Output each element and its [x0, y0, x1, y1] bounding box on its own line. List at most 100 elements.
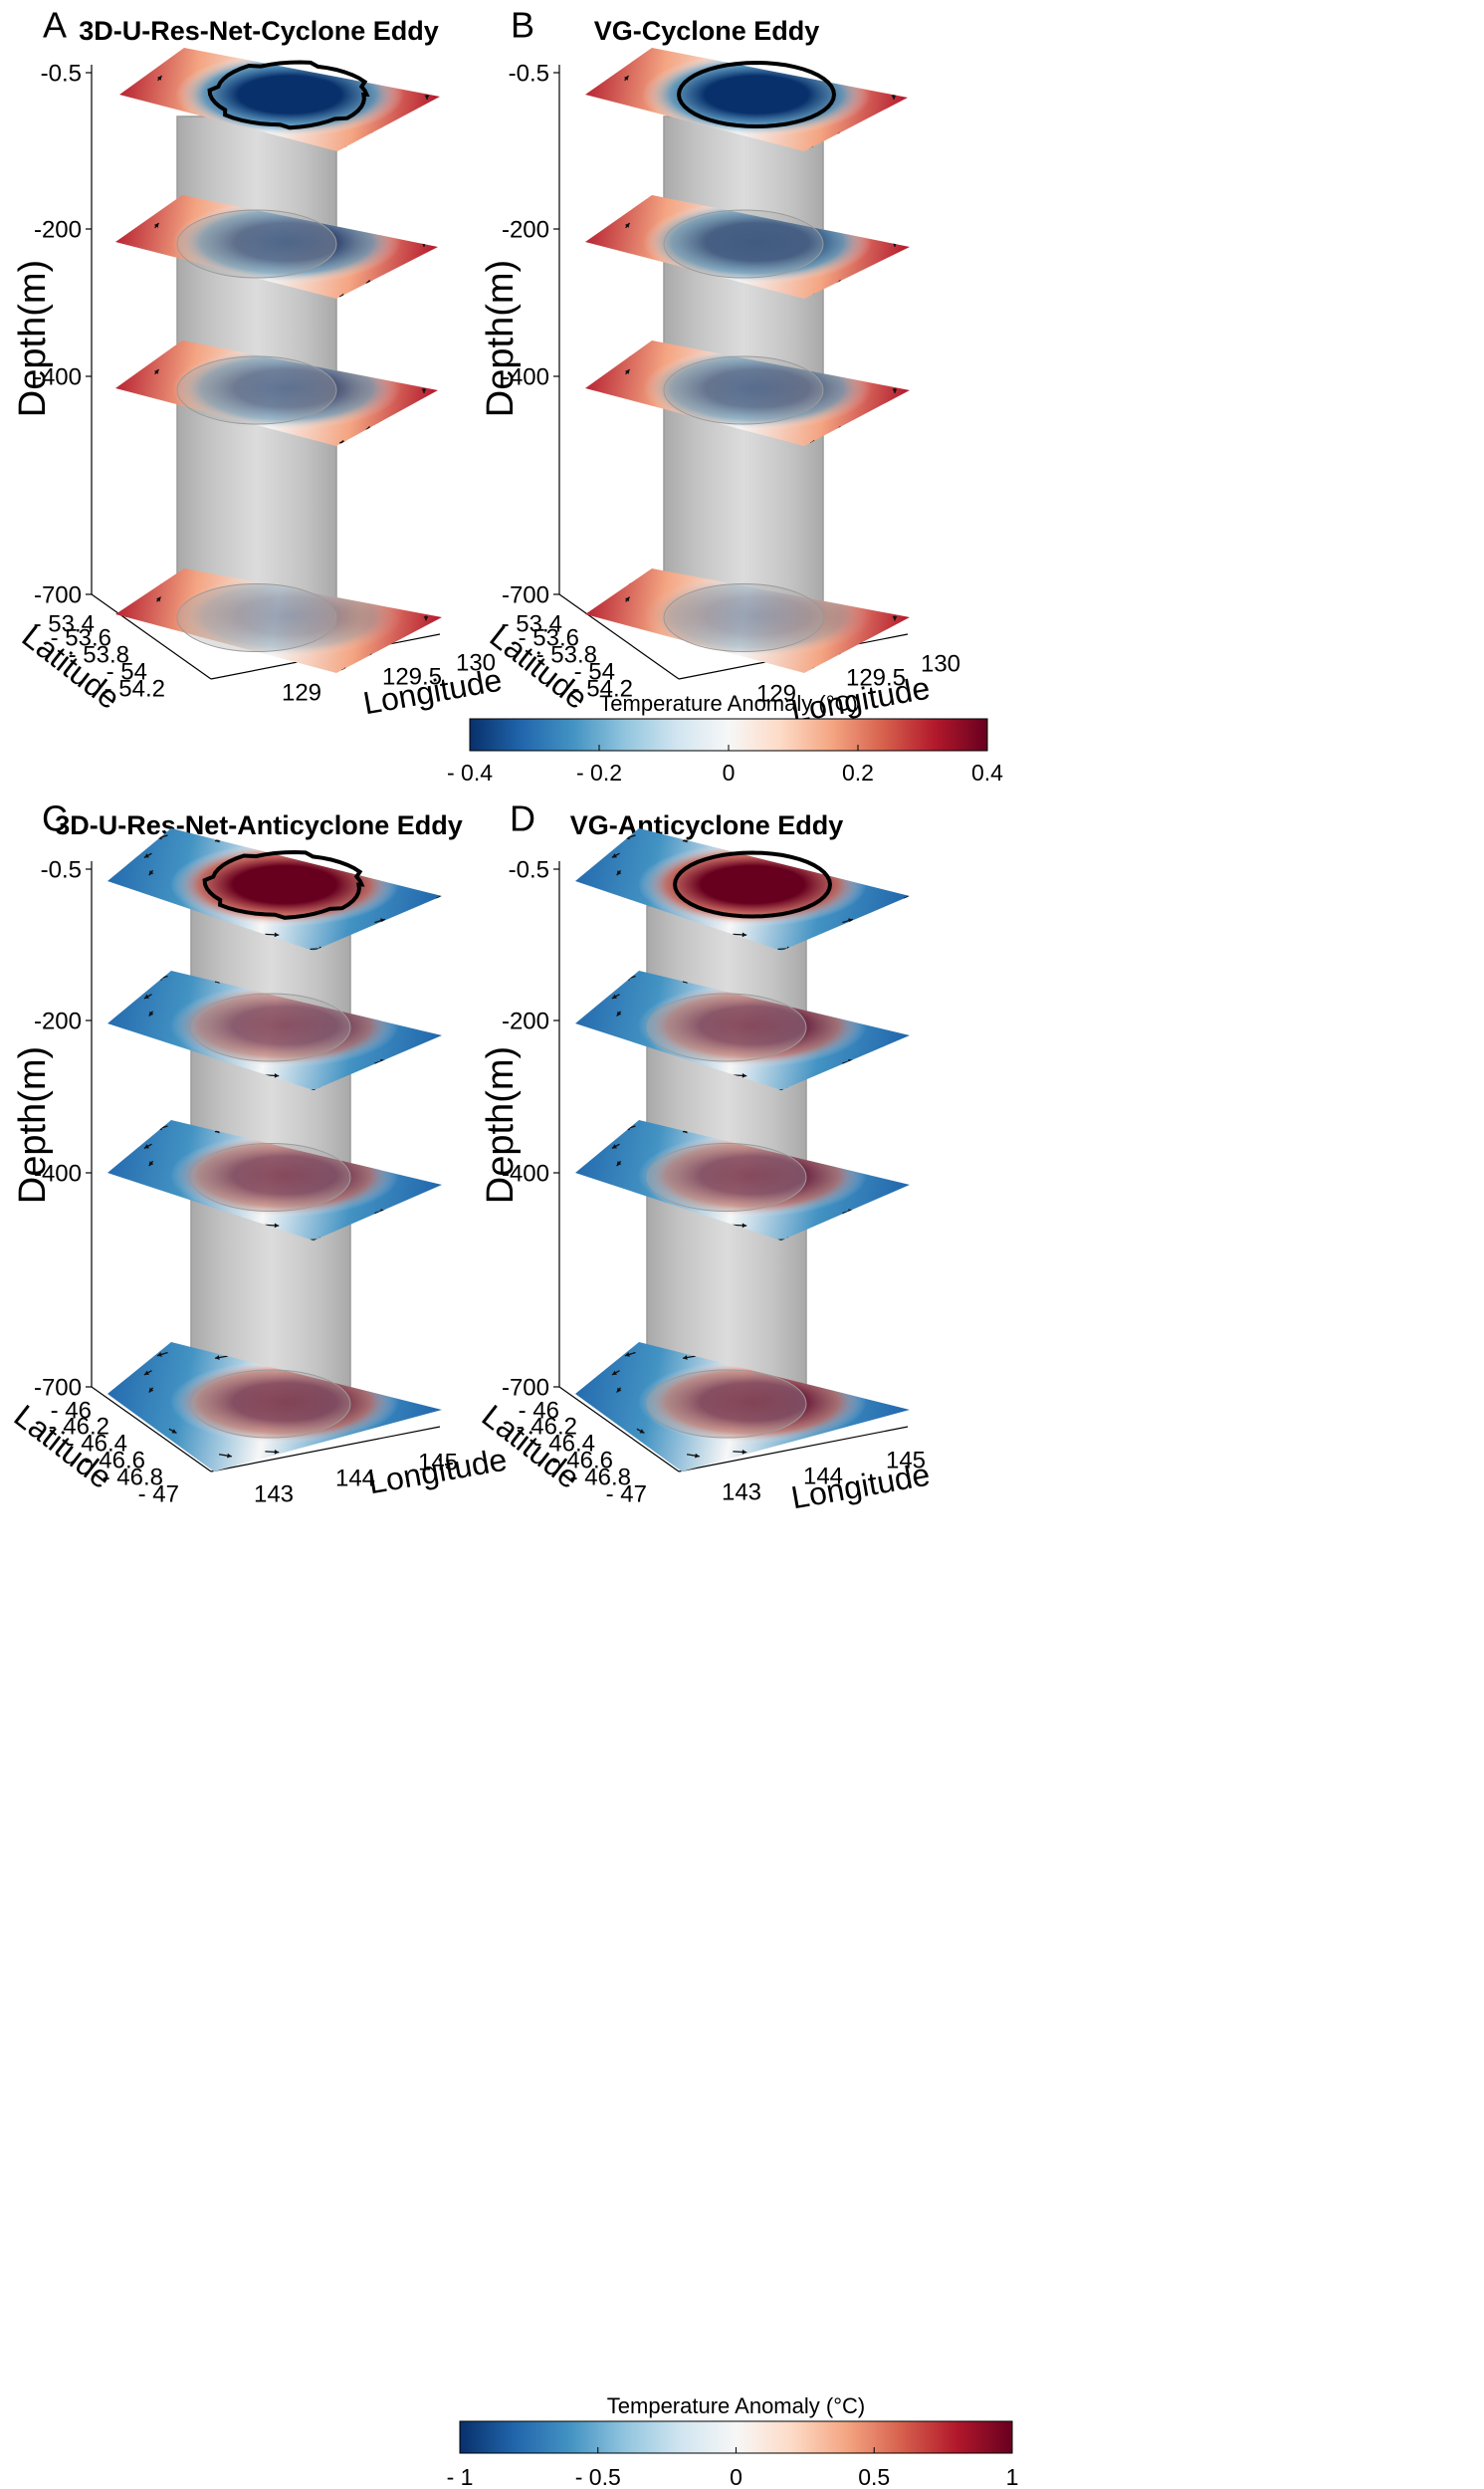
velocity-arrow: [600, 900, 606, 907]
latitude-tick-label: - 46.8: [103, 1464, 163, 1490]
latitude-tick-label: - 53.8: [69, 641, 129, 668]
velocity-arrow: [600, 1191, 606, 1198]
velocity-arrow-head: [628, 139, 634, 144]
velocity-arrow-head: [695, 1453, 700, 1459]
velocity-arrow: [845, 1127, 857, 1133]
velocity-arrow: [860, 571, 872, 576]
velocity-arrow-head: [880, 865, 886, 871]
velocity-arrow: [417, 373, 423, 380]
velocity-arrow-head: [435, 1187, 441, 1192]
velocity-arrow: [417, 227, 423, 234]
latitude-axis-line: [91, 593, 212, 680]
velocity-arrow-head: [173, 1074, 179, 1079]
longitude-tick-label: 143: [254, 1480, 294, 1507]
velocity-arrow-head: [434, 404, 438, 410]
velocity-arrow-head: [357, 1450, 363, 1456]
velocity-arrow: [879, 865, 885, 871]
velocity-arrow-head: [639, 1429, 645, 1434]
velocity-arrow-head: [108, 90, 113, 94]
depth-tick-label: -700: [502, 581, 549, 608]
velocity-arrow-head: [227, 1453, 232, 1459]
velocity-arrow: [879, 1156, 885, 1162]
velocity-arrow-head: [210, 664, 216, 670]
velocity-arrow-head: [214, 1355, 220, 1360]
velocity-arrow: [434, 1432, 442, 1438]
velocity-arrow-head: [395, 197, 401, 203]
velocity-arrow: [167, 1073, 179, 1079]
velocity-arrow-head: [173, 1451, 179, 1456]
velocity-arrow-head: [171, 1052, 177, 1057]
velocity-arrow: [427, 985, 436, 992]
velocity-arrow: [813, 48, 827, 52]
colorbar-tick-label: - 0.2: [576, 760, 622, 786]
velocity-arrow: [899, 128, 908, 135]
depth-tick-label: -700: [502, 1374, 549, 1401]
velocity-arrow: [903, 1413, 909, 1419]
colorbar-tick-label: 0: [723, 760, 736, 786]
velocity-arrow-head: [742, 1072, 747, 1078]
velocity-arrow: [817, 1452, 831, 1456]
velocity-arrow-head: [437, 1433, 442, 1438]
depth-tick-label: -700: [34, 581, 82, 608]
colorbar-tick-label: - 1: [447, 2464, 474, 2489]
velocity-arrow-head: [825, 933, 831, 939]
longitude-tick-label: 129: [756, 680, 796, 707]
velocity-arrow-head: [866, 197, 872, 203]
velocity-arrow-head: [442, 60, 447, 64]
velocity-arrow: [389, 343, 401, 349]
velocity-arrow-head: [887, 1020, 893, 1025]
velocity-arrow-head: [132, 1041, 137, 1047]
velocity-arrow-head: [160, 660, 166, 666]
longitude-tick-label: 129.5: [382, 663, 442, 690]
velocity-arrow: [895, 1135, 904, 1141]
depth-tick-label: -400: [34, 363, 82, 390]
velocity-arrow-head: [274, 1223, 280, 1229]
velocity-arrow-head: [825, 1450, 831, 1456]
longitude-axis-line: [678, 1426, 909, 1472]
velocity-arrow-head: [910, 353, 915, 357]
velocity-arrow-head: [173, 1224, 179, 1230]
velocity-arrow-head: [163, 411, 169, 416]
tube-section: [663, 209, 824, 279]
velocity-arrow: [232, 48, 246, 50]
velocity-arrow-head: [156, 1125, 162, 1131]
velocity-arrow: [132, 900, 138, 907]
velocity-arrow-head: [600, 106, 606, 112]
panel-title: 3D-U-Res-Net-Anticyclone Eddy: [55, 810, 463, 840]
velocity-arrow: [902, 1432, 910, 1438]
latitude-tick-label: - 54: [574, 658, 615, 685]
velocity-arrow: [623, 58, 632, 65]
velocity-arrow-head: [905, 1056, 910, 1061]
velocity-arrow-head: [412, 1007, 418, 1012]
velocity-arrow: [391, 571, 403, 576]
depth-tick-label: -200: [34, 1008, 82, 1034]
velocity-arrow: [636, 1202, 645, 1208]
eddy-contour: [207, 60, 370, 130]
latitude-axis-line: [91, 1386, 212, 1472]
velocity-arrow: [817, 1225, 831, 1229]
velocity-arrow-head: [892, 616, 898, 621]
velocity-arrow: [377, 978, 389, 983]
velocity-arrow-head: [419, 879, 425, 884]
longitude-axis-line: [210, 1426, 441, 1472]
velocity-arrow-head: [880, 1383, 886, 1388]
velocity-arrow: [165, 637, 174, 644]
eddy-contour: [202, 849, 365, 920]
velocity-arrow-head: [437, 1206, 442, 1211]
velocity-arrow-head: [888, 373, 894, 379]
velocity-arrow-head: [641, 1451, 647, 1456]
velocity-arrow-head: [845, 1127, 851, 1133]
velocity-arrow: [411, 1006, 417, 1013]
velocity-arrow-head: [417, 227, 423, 233]
colorbar-tick-label: 0.4: [971, 760, 1003, 786]
velocity-arrow-head: [427, 986, 433, 991]
velocity-arrow: [132, 626, 138, 633]
latitude-axis-line: [558, 593, 680, 680]
velocity-arrow-head: [600, 1191, 605, 1197]
velocity-arrow: [310, 1465, 324, 1468]
tube-section: [190, 1369, 351, 1439]
velocity-arrow: [904, 403, 910, 410]
velocity-arrow-head: [611, 853, 617, 858]
velocity-arrow-head: [888, 227, 894, 233]
velocity-arrow-head: [639, 1202, 645, 1207]
